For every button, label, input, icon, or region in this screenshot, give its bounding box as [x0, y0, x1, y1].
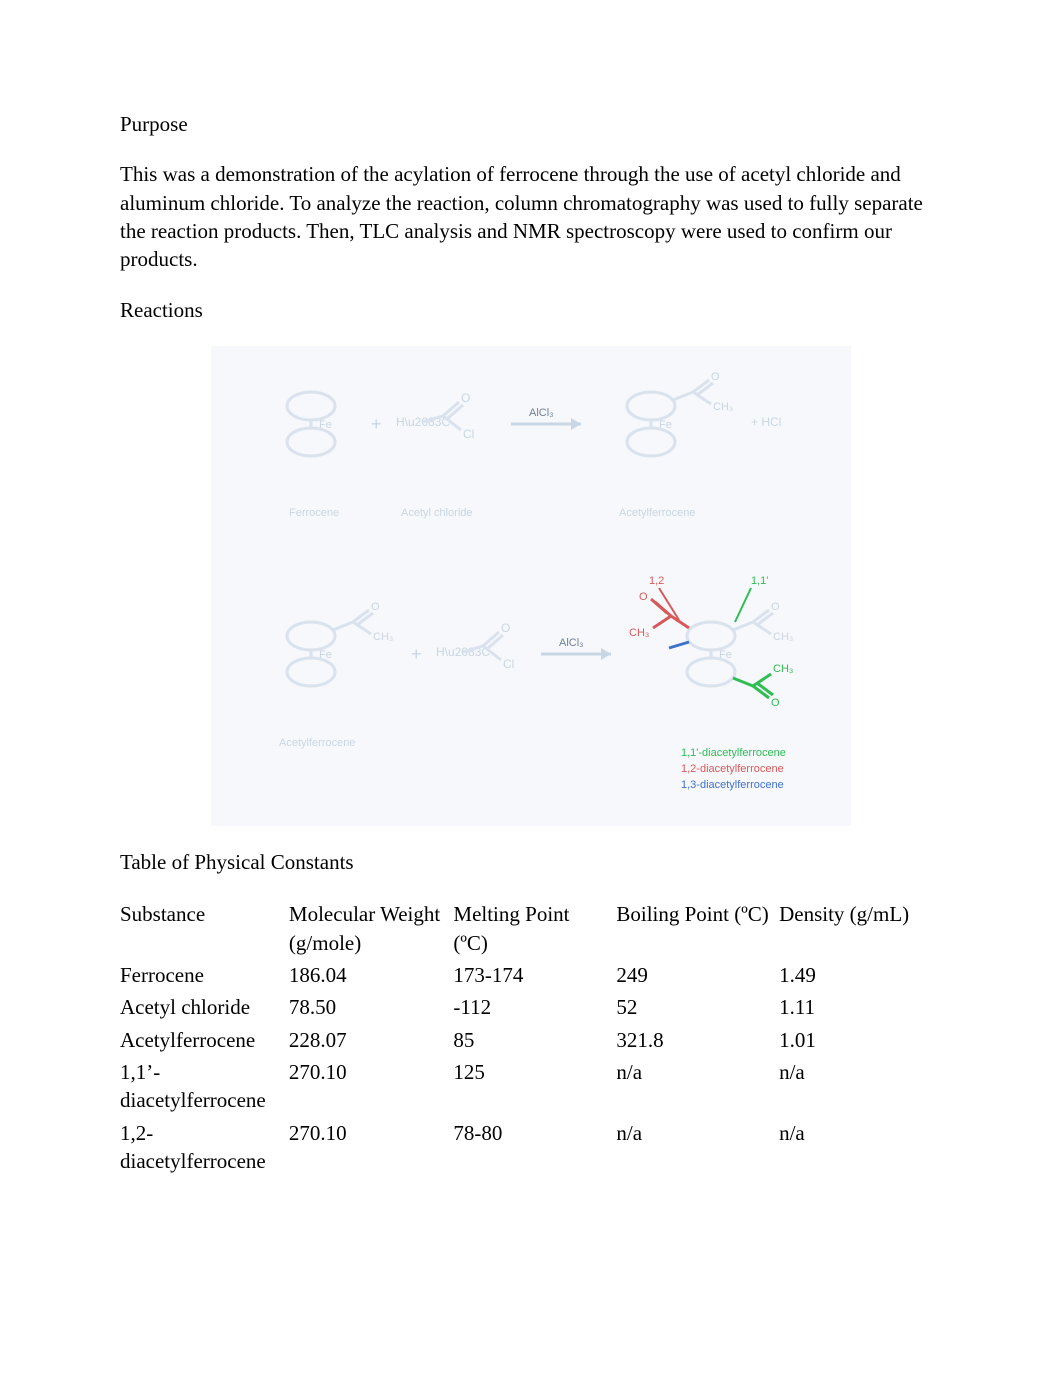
cell-bp: n/a — [616, 1056, 779, 1117]
cell-mp: 85 — [453, 1024, 616, 1056]
cell-substance: Ferrocene — [120, 959, 289, 991]
cell-mw: 186.04 — [289, 959, 453, 991]
cell-substance: 1,1’-diacetylferrocene — [120, 1056, 289, 1117]
svg-text:O: O — [501, 621, 510, 635]
svg-text:Fe: Fe — [319, 649, 332, 661]
catalyst-label-bottom: AlCl₃ — [559, 637, 584, 649]
table-row: Ferrocene 186.04 173-174 249 1.49 — [120, 959, 942, 991]
svg-text:CH₃: CH₃ — [773, 663, 793, 675]
table-row: Acetyl chloride 78.50 -112 52 1.11 — [120, 991, 942, 1023]
purpose-heading: Purpose — [120, 110, 942, 138]
cell-density: n/a — [779, 1056, 942, 1117]
catalyst-label-top: AlCl₃ — [529, 407, 554, 419]
also-not-formed-product-label: 1,3-diacetylferrocene — [681, 779, 784, 791]
svg-text:1,2: 1,2 — [649, 575, 664, 587]
cell-substance: Acetylferrocene — [120, 1024, 289, 1056]
constants-table-heading: Table of Physical Constants — [120, 848, 942, 876]
svg-text:O: O — [461, 391, 470, 405]
col-header-mp: Melting Point (ºC) — [453, 898, 616, 959]
table-row: Acetylferrocene 228.07 85 321.8 1.01 — [120, 1024, 942, 1056]
cell-density: n/a — [779, 1117, 942, 1178]
col-header-bp: Boiling Point (ºC) — [616, 898, 779, 959]
cell-bp: 249 — [616, 959, 779, 991]
acetylferrocene-caption-bottom: Acetylferrocene — [279, 737, 355, 749]
cell-mp: 78-80 — [453, 1117, 616, 1178]
cell-substance: Acetyl chloride — [120, 991, 289, 1023]
reactions-diagram: Fe Ferrocene + H\u2083C O Cl Acetyl chlo… — [211, 346, 851, 826]
not-formed-product-label: 1,2-diacetylferrocene — [681, 763, 784, 775]
cell-mp: 125 — [453, 1056, 616, 1117]
svg-text:O: O — [711, 371, 720, 383]
cell-density: 1.49 — [779, 959, 942, 991]
col-header-density: Density (g/mL) — [779, 898, 942, 959]
cell-mp: 173-174 — [453, 959, 616, 991]
svg-text:CH₃: CH₃ — [629, 627, 649, 639]
physical-constants-table: Substance Molecular Weight (g/mole) Melt… — [120, 898, 942, 1177]
svg-text:CH₃: CH₃ — [373, 631, 393, 643]
cell-substance: 1,2-diacetylferrocene — [120, 1117, 289, 1178]
plus-sign-top: + — [371, 414, 382, 434]
cell-mp: -112 — [453, 991, 616, 1023]
cell-mw: 228.07 — [289, 1024, 453, 1056]
svg-text:O: O — [771, 697, 780, 709]
purpose-paragraph: This was a demonstration of the acylatio… — [120, 160, 942, 273]
table-row: 1,2-diacetylferrocene 270.10 78-80 n/a n… — [120, 1117, 942, 1178]
svg-text:Fe: Fe — [719, 649, 732, 661]
major-product-label: 1,1'-diacetylferrocene — [681, 747, 786, 759]
svg-text:Cl: Cl — [503, 657, 514, 671]
ferrocene-caption: Ferrocene — [289, 507, 339, 519]
table-row: 1,1’-diacetylferrocene 270.10 125 n/a n/… — [120, 1056, 942, 1117]
cell-bp: 321.8 — [616, 1024, 779, 1056]
svg-text:Fe: Fe — [659, 419, 672, 431]
cell-density: 1.01 — [779, 1024, 942, 1056]
svg-text:1,1': 1,1' — [751, 575, 768, 587]
svg-text:O: O — [371, 601, 380, 613]
hcl-byproduct-top: + HCl — [751, 415, 781, 429]
cell-bp: n/a — [616, 1117, 779, 1178]
reactions-diagram-container: Fe Ferrocene + H\u2083C O Cl Acetyl chlo… — [120, 346, 942, 826]
cell-mw: 78.50 — [289, 991, 453, 1023]
table-header-row: Substance Molecular Weight (g/mole) Melt… — [120, 898, 942, 959]
svg-text:CH₃: CH₃ — [713, 401, 733, 413]
svg-text:O: O — [639, 591, 648, 603]
col-header-mw: Molecular Weight (g/mole) — [289, 898, 453, 959]
acetyl-chloride-caption: Acetyl chloride — [401, 507, 473, 519]
svg-text:O: O — [771, 601, 780, 613]
cell-mw: 270.10 — [289, 1117, 453, 1178]
reactions-heading: Reactions — [120, 296, 942, 324]
acetylferrocene-caption-top: Acetylferrocene — [619, 507, 695, 519]
fe-label: Fe — [319, 419, 332, 431]
cell-mw: 270.10 — [289, 1056, 453, 1117]
cell-density: 1.11 — [779, 991, 942, 1023]
svg-text:Cl: Cl — [463, 427, 474, 441]
cell-bp: 52 — [616, 991, 779, 1023]
col-header-substance: Substance — [120, 898, 289, 959]
plus-sign-bottom: + — [411, 644, 422, 664]
svg-text:CH₃: CH₃ — [773, 631, 793, 643]
